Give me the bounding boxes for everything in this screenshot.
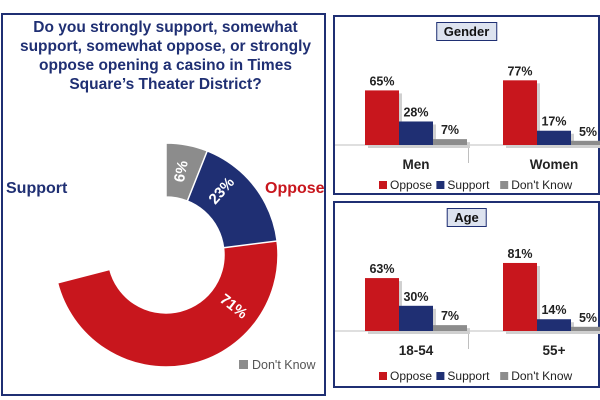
data-label-men-don-t-know: 7% bbox=[441, 123, 459, 137]
legend-label-don-t-know: Don't Know bbox=[511, 369, 572, 383]
legend-swatch-don-t-know bbox=[500, 181, 509, 189]
bar-18-54-support bbox=[399, 305, 433, 331]
data-label-18-54-oppose: 63% bbox=[369, 262, 394, 276]
bar-women-support bbox=[537, 130, 571, 145]
legend-label-oppose: Oppose bbox=[390, 178, 432, 192]
bar-shadow bbox=[436, 142, 470, 148]
legend-swatch-support bbox=[436, 372, 445, 380]
legend-label-support: Support bbox=[447, 369, 490, 383]
legend-label-support: Support bbox=[447, 178, 490, 192]
data-label-women-support: 17% bbox=[541, 115, 566, 129]
chart-title: Do you strongly support, somewhat suppor… bbox=[19, 19, 312, 93]
data-label-18-54-support: 30% bbox=[403, 290, 428, 304]
bar-18-54-oppose bbox=[365, 278, 399, 331]
data-label-55-don-t-know: 5% bbox=[579, 311, 597, 325]
bar-men-don-t-know bbox=[433, 139, 467, 145]
donut-label-don-t-know: 6% bbox=[171, 159, 192, 183]
bar-55-oppose bbox=[503, 262, 537, 331]
bar-55-support bbox=[537, 319, 571, 331]
data-label-18-54-don-t-know: 7% bbox=[441, 309, 459, 323]
data-label-55-oppose: 81% bbox=[507, 247, 532, 261]
legend-swatch-dont-know bbox=[239, 360, 248, 369]
category-label-55: 55+ bbox=[543, 343, 566, 358]
category-label-women: Women bbox=[530, 157, 579, 172]
bar-55-don-t-know bbox=[571, 326, 600, 331]
data-label-men-oppose: 65% bbox=[369, 74, 394, 88]
legend-swatch-don-t-know bbox=[500, 372, 509, 380]
data-label-men-support: 28% bbox=[403, 105, 428, 119]
oppose-callout-label: Oppose bbox=[265, 180, 325, 197]
age-bar-chart: 63% 30% 7% 18-54 81% 14% 5% 55+ Oppose Support Don… bbox=[335, 247, 600, 383]
age-chart-panel: Age 63% 30% 7% 18-54 81% 14% 5% 55+ Oppose Suppor… bbox=[333, 201, 600, 388]
support-callout-label: Support bbox=[6, 180, 68, 197]
bar-women-don-t-know bbox=[571, 140, 600, 145]
gender-chart-title: Gender bbox=[435, 22, 498, 41]
data-label-women-don-t-know: 5% bbox=[579, 125, 597, 139]
bar-shadow bbox=[574, 143, 600, 148]
category-label-men: Men bbox=[403, 157, 430, 172]
bar-women-oppose bbox=[503, 80, 537, 145]
age-chart-title: Age bbox=[446, 208, 487, 227]
legend-label-oppose: Oppose bbox=[390, 369, 432, 383]
gender-bar-chart: 65% 28% 7% Men 77% 17% 5% Women Oppose Support Don… bbox=[335, 64, 600, 192]
data-label-55-support: 14% bbox=[541, 303, 566, 317]
bar-shadow bbox=[436, 328, 470, 334]
legend-swatch-support bbox=[436, 181, 445, 189]
bar-shadow bbox=[574, 329, 600, 334]
category-label-18-54: 18-54 bbox=[399, 343, 434, 358]
bar-men-support bbox=[399, 121, 433, 145]
donut-slice-don-t-know bbox=[165, 142, 209, 203]
bar-men-oppose bbox=[365, 90, 399, 145]
gender-chart-panel: Gender 65% 28% 7% Men 77% 17% 5% Women Oppose Sup… bbox=[333, 15, 600, 195]
legend-label-don-t-know: Don't Know bbox=[511, 178, 572, 192]
donut-chart-panel: Do you strongly support, somewhat suppor… bbox=[1, 13, 326, 396]
legend-swatch-oppose bbox=[379, 181, 387, 189]
data-label-women-oppose: 77% bbox=[507, 64, 532, 78]
legend-label-dont-know: Don't Know bbox=[252, 358, 317, 372]
bar-18-54-don-t-know bbox=[433, 325, 467, 331]
legend-swatch-oppose bbox=[379, 372, 387, 380]
